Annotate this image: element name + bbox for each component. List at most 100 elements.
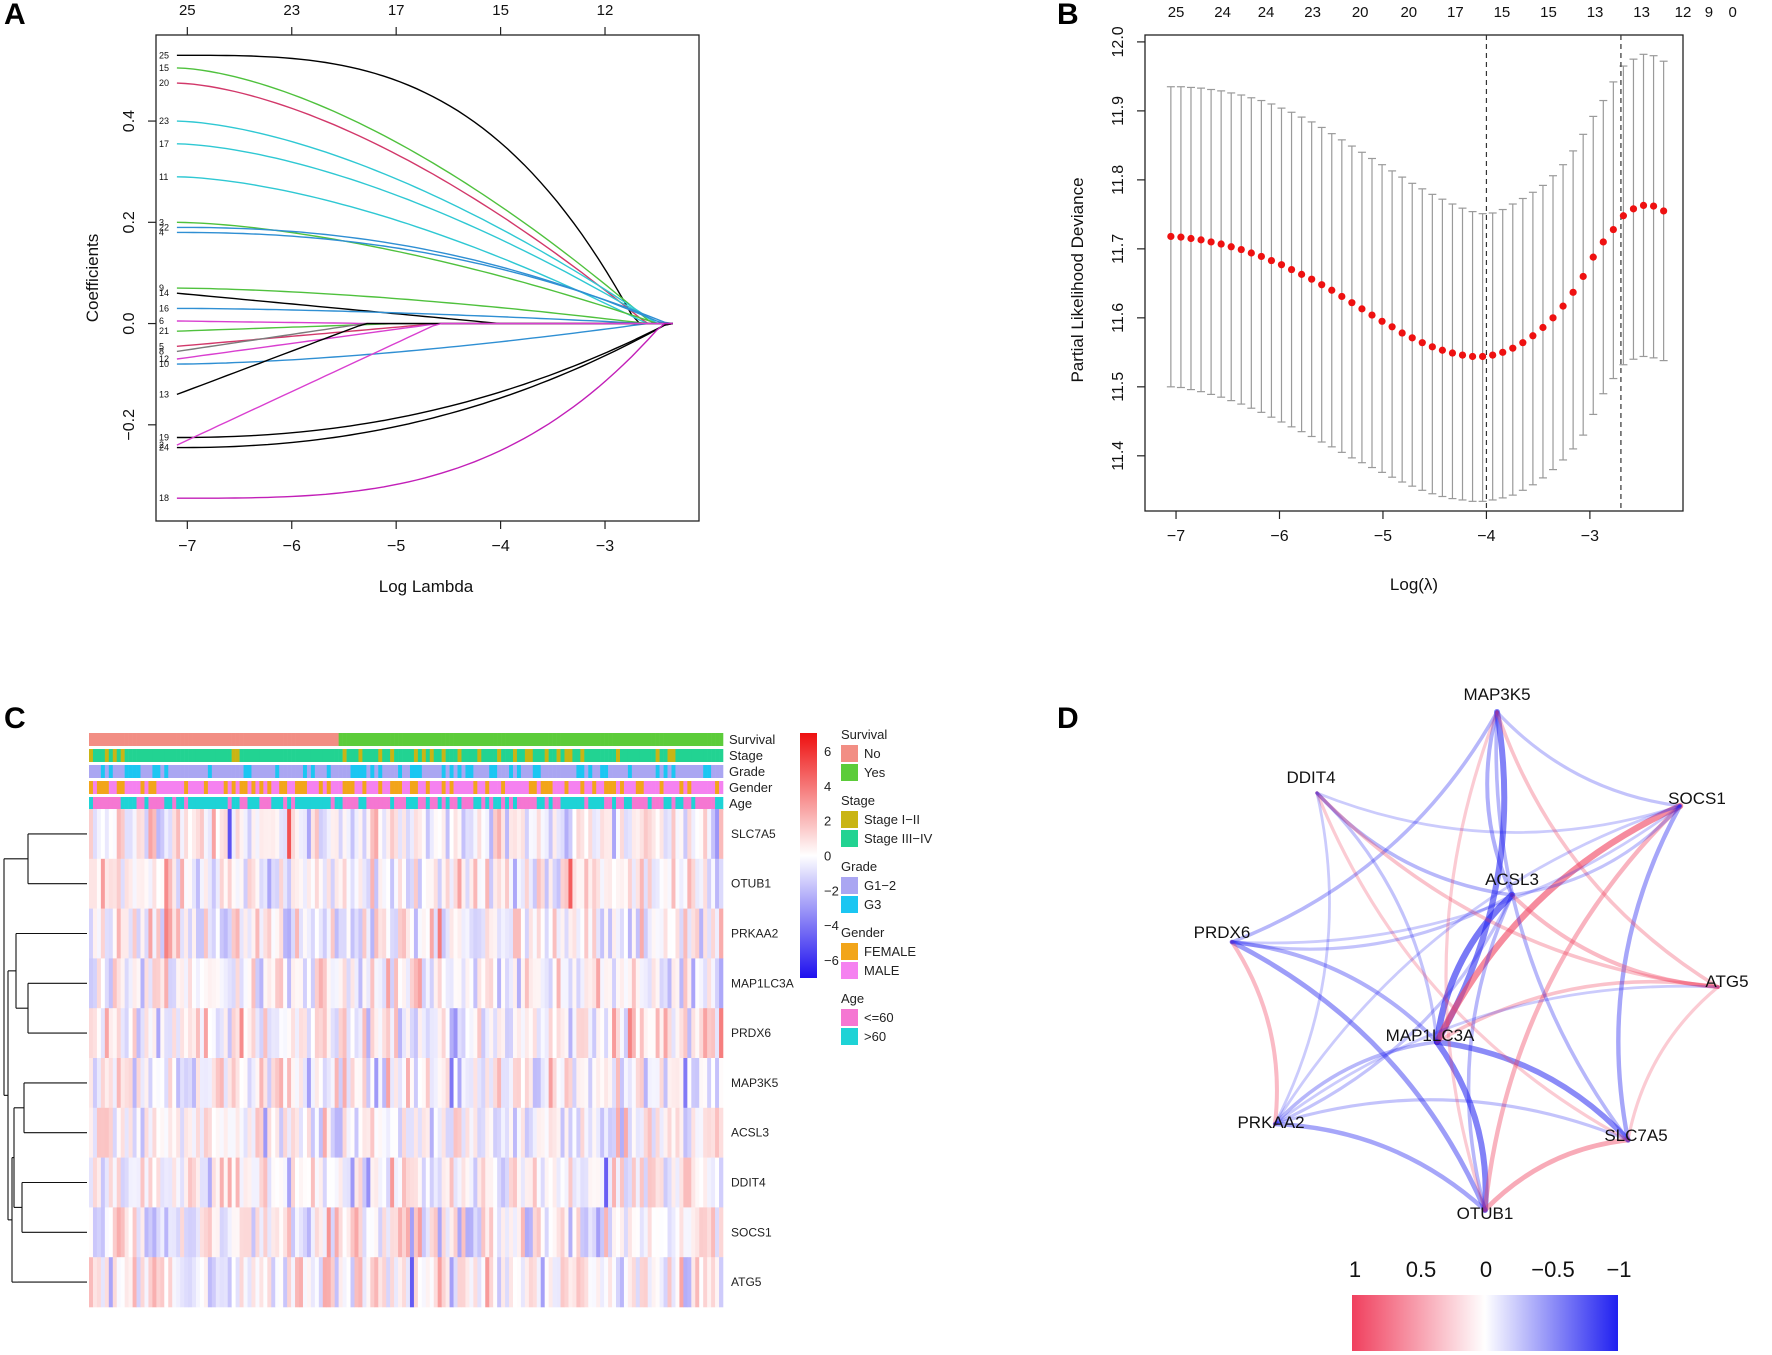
heat-cell-MAP3K5-14 — [144, 1058, 149, 1109]
annotation-stage-cell-17 — [156, 749, 161, 762]
heat-cell-SLC7A5-105 — [505, 809, 510, 860]
heat-cell-SOCS1-1 — [92, 1207, 98, 1258]
heat-cell-PRDX6-129 — [600, 1008, 605, 1059]
heat-cell-DDIT4-126 — [588, 1157, 593, 1208]
heat-cell-PRKAA2-87 — [433, 908, 438, 959]
annotation-survival-cell-41 — [251, 733, 256, 746]
heat-cell-SLC7A5-132 — [612, 809, 617, 860]
heat-cell-MAP3K5-68 — [358, 1058, 363, 1109]
annotation-age-cell-118 — [556, 797, 561, 810]
heat-cell-ATG5-127 — [592, 1257, 597, 1308]
heat-cell-SLC7A5-146 — [667, 809, 672, 860]
heat-cell-PRKAA2-102 — [493, 908, 498, 959]
annotation-grade-cell-91 — [449, 765, 454, 778]
heat-cell-PRDX6-128 — [596, 1008, 601, 1059]
heat-cell-PRKAA2-141 — [647, 908, 652, 959]
heat-cell-OTUB1-72 — [374, 858, 379, 909]
annotation-stage-cell-38 — [239, 749, 244, 762]
annotation-survival-cell-108 — [516, 733, 522, 746]
annotation-grade-cell-104 — [501, 765, 506, 778]
annotation-label-survival: Survival — [729, 732, 775, 747]
annotation-grade-cell-77 — [394, 765, 399, 778]
network-edge-ddit4-atg5 — [1315, 791, 1720, 989]
heat-cell-MAP3K5-149 — [679, 1058, 684, 1109]
b-top-label-3: 23 — [1304, 4, 1321, 21]
annotation-age-cell-62 — [334, 797, 339, 810]
heat-cell-MAP1LC3A-132 — [612, 958, 617, 1009]
annotation-gender-cell-3 — [100, 781, 106, 794]
heat-cell-PRKAA2-11 — [132, 908, 137, 959]
heat-cell-PRDX6-143 — [655, 1008, 660, 1059]
annotation-grade-cell-110 — [524, 765, 530, 778]
annotation-age-cell-157 — [711, 797, 716, 810]
heat-cell-DDIT4-89 — [441, 1157, 446, 1208]
heat-cell-SLC7A5-35 — [227, 809, 232, 860]
annotation-stage-cell-65 — [346, 749, 351, 762]
heat-cell-PRKAA2-15 — [148, 908, 153, 959]
annotation-stage-cell-48 — [279, 749, 284, 762]
heat-cell-ATG5-73 — [378, 1257, 383, 1308]
network-edge-slc7a5-map3k5 — [1494, 710, 1630, 1142]
heat-cell-SOCS1-88 — [437, 1207, 442, 1258]
annotation-grade-cell-82 — [413, 765, 419, 778]
heat-cell-OTUB1-139 — [639, 858, 645, 909]
heat-cell-DDIT4-31 — [211, 1157, 217, 1208]
annotation-grade-cell-50 — [287, 765, 292, 778]
annotation-stage-cell-5 — [108, 749, 114, 762]
annotation-stage-cell-90 — [445, 749, 450, 762]
annotation-stage-cell-29 — [203, 749, 209, 762]
heat-cell-MAP3K5-109 — [520, 1058, 526, 1109]
heat-cell-SLC7A5-52 — [295, 809, 300, 860]
heat-cell-PRDX6-121 — [568, 1008, 573, 1059]
heat-cell-ACSL3-95 — [465, 1107, 470, 1158]
annotation-grade-cell-76 — [390, 765, 395, 778]
heat-cell-SOCS1-70 — [366, 1207, 371, 1258]
heat-cell-ACSL3-151 — [687, 1107, 692, 1158]
cv-mean-point-40 — [1569, 288, 1577, 296]
heat-cell-PRKAA2-74 — [382, 908, 387, 959]
heat-cell-ATG5-107 — [512, 1257, 518, 1308]
heat-cell-ACSL3-98 — [477, 1107, 482, 1158]
heat-cell-ACSL3-73 — [378, 1107, 383, 1158]
annotation-age-cell-29 — [203, 797, 209, 810]
a-ytick-label-1: 0.0 — [121, 312, 138, 334]
heat-cell-PRKAA2-66 — [350, 908, 355, 959]
annotation-survival-cell-69 — [362, 733, 367, 746]
annotation-stage-cell-7 — [116, 749, 121, 762]
heat-cell-ATG5-76 — [390, 1257, 395, 1308]
annotation-stage-cell-136 — [627, 749, 633, 762]
annotation-stage-cell-45 — [267, 749, 272, 762]
heat-cell-DDIT4-76 — [390, 1157, 395, 1208]
heat-cell-MAP1LC3A-128 — [596, 958, 601, 1009]
heat-cell-PRKAA2-27 — [195, 908, 201, 959]
annotation-age-cell-94 — [461, 797, 466, 810]
annotation-survival-cell-84 — [421, 733, 427, 746]
heat-cell-OTUB1-59 — [322, 858, 328, 909]
heat-cell-PRKAA2-78 — [398, 908, 403, 959]
heat-cell-SOCS1-122 — [572, 1207, 577, 1258]
heat-cell-SLC7A5-130 — [604, 809, 609, 860]
annotation-age-cell-115 — [544, 797, 549, 810]
heat-cell-DDIT4-129 — [600, 1157, 605, 1208]
annotation-gender-cell-154 — [699, 781, 704, 794]
heat-cell-ATG5-93 — [457, 1257, 462, 1308]
heat-cell-ATG5-117 — [552, 1257, 557, 1308]
heat-cell-OTUB1-85 — [425, 858, 431, 909]
annotation-stage-cell-0 — [89, 749, 94, 762]
heat-cell-MAP3K5-135 — [623, 1058, 629, 1109]
heat-cell-OTUB1-12 — [136, 858, 141, 909]
annotation-survival-cell-22 — [176, 733, 181, 746]
heat-cell-OTUB1-130 — [604, 858, 609, 909]
heat-cell-PRKAA2-9 — [124, 908, 129, 959]
heat-cell-ACSL3-146 — [667, 1107, 672, 1158]
b-top-label-6: 17 — [1447, 4, 1464, 21]
cv-mean-point-16 — [1328, 286, 1336, 294]
heat-cell-OTUB1-110 — [524, 858, 530, 909]
heat-cell-MAP3K5-0 — [89, 1058, 94, 1109]
annotation-gender-cell-70 — [366, 781, 371, 794]
annotation-gender-cell-10 — [128, 781, 133, 794]
heat-cell-ACSL3-124 — [580, 1107, 585, 1158]
heat-cell-SOCS1-30 — [207, 1207, 213, 1258]
heat-cell-MAP3K5-24 — [184, 1058, 189, 1109]
heat-cell-MAP1LC3A-97 — [473, 958, 478, 1009]
